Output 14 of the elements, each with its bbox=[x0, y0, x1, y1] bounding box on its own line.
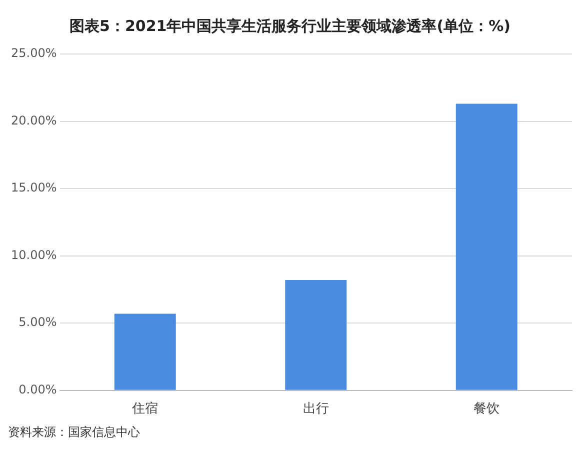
x-tick-label: 出行 bbox=[302, 402, 329, 417]
y-tick-label: 25.00% bbox=[10, 46, 57, 60]
y-tick-label: 20.00% bbox=[10, 113, 57, 128]
chart-title: 图表5：2021年中国共享生活服务行业主要领域渗透率(单位：%) bbox=[70, 16, 510, 35]
bar bbox=[456, 104, 518, 390]
bar bbox=[114, 314, 176, 390]
x-tick-label: 住宿 bbox=[131, 400, 158, 417]
y-tick-label: 10.00% bbox=[10, 248, 57, 262]
y-tick-label: 15.00% bbox=[10, 180, 57, 195]
x-tick-label: 餐饮 bbox=[474, 402, 500, 417]
y-tick-label: 5.00% bbox=[18, 315, 57, 330]
y-tick-label: 0.00% bbox=[18, 382, 57, 397]
bar bbox=[285, 280, 347, 390]
text: 资料来源：国家信息中心 bbox=[8, 424, 141, 441]
